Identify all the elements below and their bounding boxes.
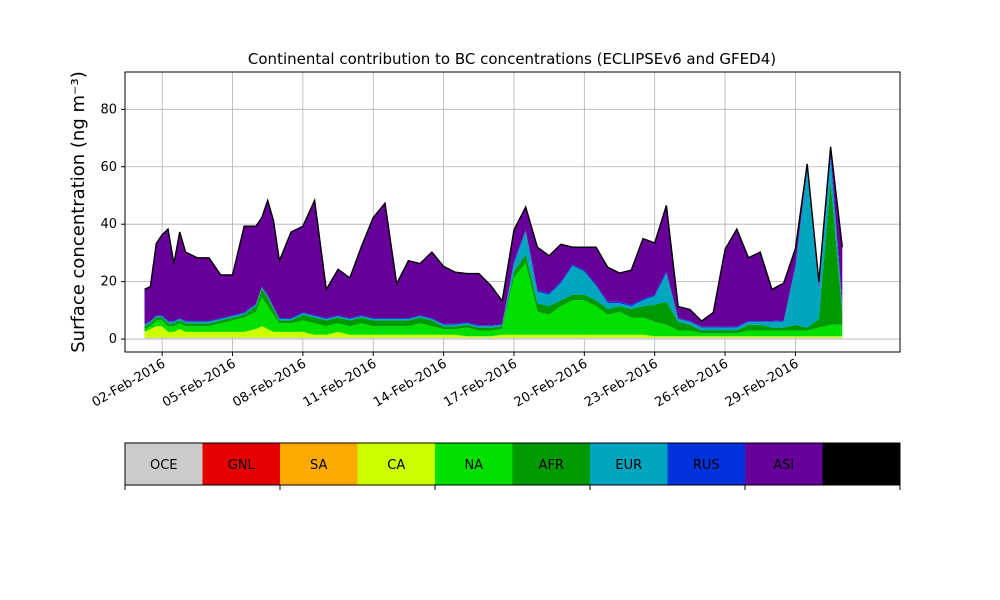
plot-frame: [124, 71, 901, 353]
legend-label: ASI: [773, 458, 794, 473]
area-eur: [144, 158, 843, 331]
x-tick-label: 26-Feb-2016: [653, 356, 732, 410]
area-na: [144, 263, 843, 337]
axes: [124, 71, 901, 353]
total-line: [144, 146, 843, 322]
legend-label: CA: [387, 458, 405, 473]
legend-swatch-rus: [667, 443, 745, 485]
legend-label: GNL: [228, 458, 256, 473]
legend-swatch-afr: [512, 443, 590, 485]
legend-label: OCE: [150, 458, 178, 473]
legend-label: RUS: [693, 458, 720, 473]
y-tick-label: 80: [100, 102, 117, 117]
stacked-areas: [144, 146, 843, 340]
y-tick-label: 20: [100, 275, 117, 290]
area-oce: [144, 337, 843, 340]
x-tick-label: 29-Feb-2016: [723, 356, 802, 410]
area-ca: [144, 326, 843, 338]
legend-swatch-aus: [822, 443, 900, 485]
x-ticks: 02-Feb-201605-Feb-201608-Feb-201611-Feb-…: [90, 352, 802, 410]
legend-swatch-na: [435, 443, 513, 485]
legend-swatch-asi: [745, 443, 823, 485]
x-tick-label: 23-Feb-2016: [582, 356, 661, 410]
y-ticks: 0 20 40 60 80: [100, 102, 125, 347]
x-tick-label: 14-Feb-2016: [371, 356, 450, 410]
legend-frame: [124, 442, 901, 486]
legend-swatch-eur: [590, 443, 668, 485]
legend-label: EUR: [615, 458, 642, 473]
legend-swatch-gnl: [202, 443, 280, 485]
y-tick-label: 40: [100, 217, 117, 232]
legend-label: AUS: [848, 458, 875, 473]
legend: OCE GNL SA CA NA AFR EUR RUS ASI AUS: [124, 442, 901, 490]
area-asi: [144, 146, 843, 327]
x-tick-label: 17-Feb-2016: [441, 356, 520, 410]
x-tick-label: 08-Feb-2016: [230, 356, 309, 410]
legend-label: SA: [310, 458, 327, 473]
legend-swatch-oce: [125, 443, 203, 485]
legend-label: AFR: [539, 458, 564, 473]
x-tick-label: 05-Feb-2016: [160, 356, 239, 410]
y-tick-label: 60: [100, 160, 117, 175]
chart-title: Continental contribution to BC concentra…: [248, 50, 776, 68]
x-tick-label: 20-Feb-2016: [512, 356, 591, 410]
x-tick-label: 02-Feb-2016: [90, 356, 169, 410]
legend-swatch-ca: [357, 443, 435, 485]
legend-label: NA: [464, 458, 483, 473]
x-tick-label: 11-Feb-2016: [301, 356, 380, 410]
legend-swatch-sa: [280, 443, 358, 485]
y-axis-label: Surface concentration (ng m⁻³): [68, 71, 89, 353]
y-tick-label: 0: [109, 332, 117, 347]
